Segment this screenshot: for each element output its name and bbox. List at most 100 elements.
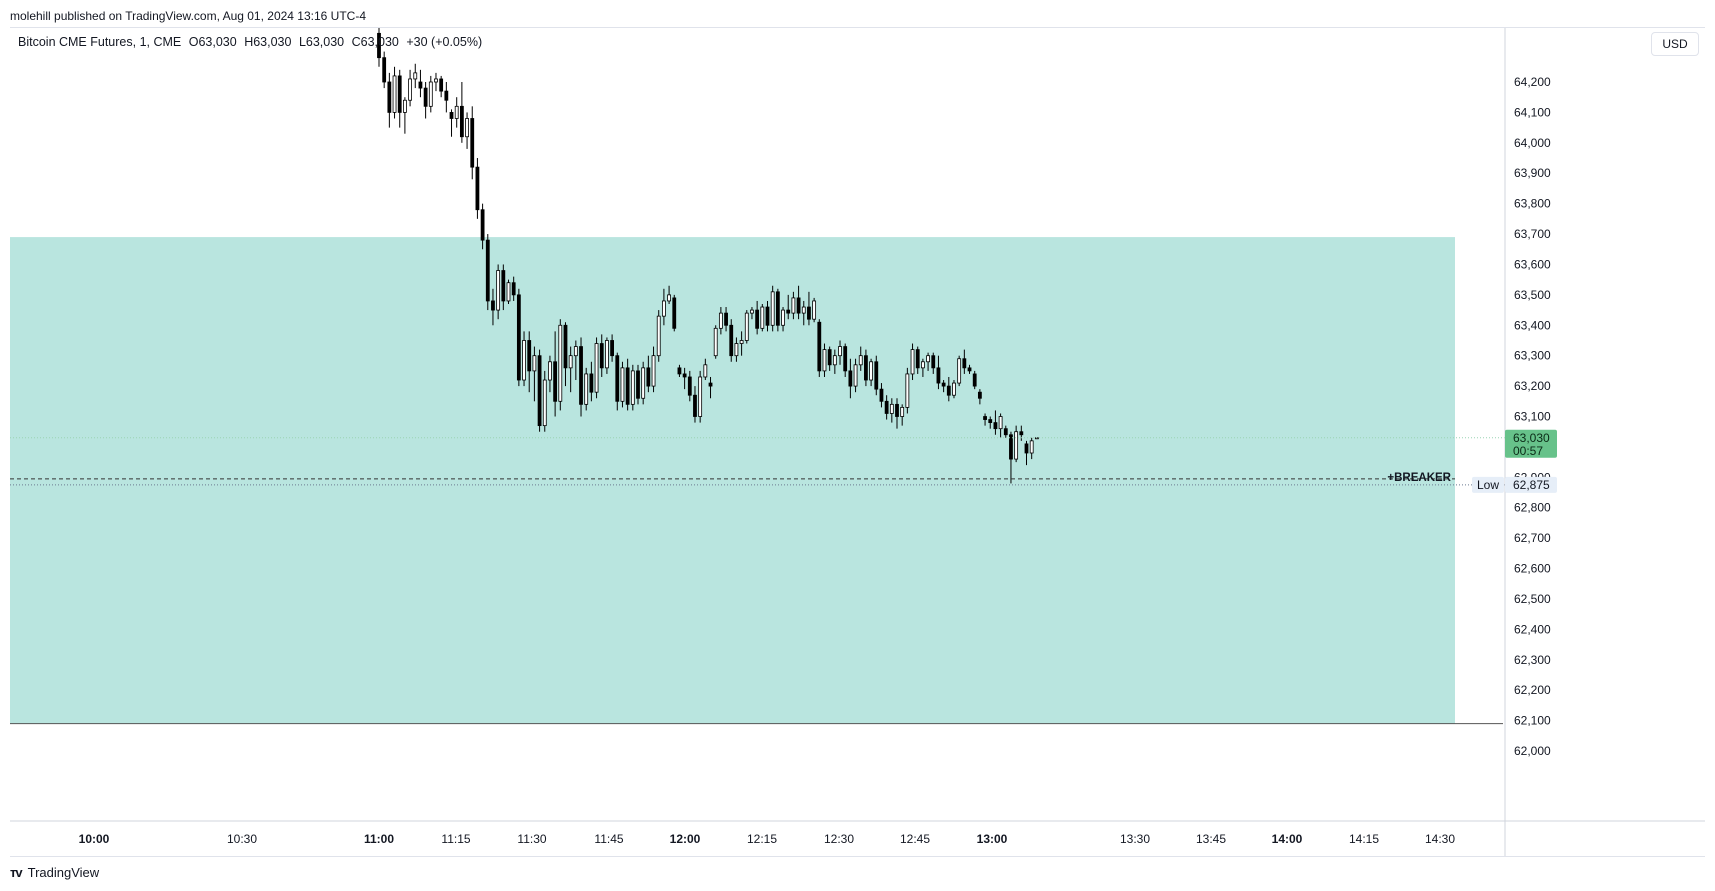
price-tick-label: 63,800: [1514, 197, 1551, 211]
price-tick-label: 63,700: [1514, 227, 1551, 241]
footer-brand[interactable]: TradingView: [27, 865, 100, 880]
candle-body: [988, 419, 993, 423]
candle-body: [977, 391, 982, 399]
price-tick-label: 62,400: [1514, 622, 1551, 636]
candle-body: [599, 343, 604, 369]
legend-open: O63,030: [188, 35, 237, 49]
candle-body: [573, 346, 578, 357]
candle-body: [1003, 428, 1008, 436]
candle-body: [724, 312, 728, 326]
candle-body: [832, 355, 837, 366]
price-tick-label: 63,200: [1514, 379, 1551, 393]
low-label: Low: [1477, 478, 1499, 492]
time-tick-label: 13:30: [1120, 832, 1150, 846]
candle-body: [905, 373, 910, 408]
candle-body: [387, 81, 392, 113]
time-tick-label: 12:15: [747, 832, 777, 846]
time-axis[interactable]: 10:00 10:30 11:00 11:15 11:30 11:45 12:00 12:15…: [79, 832, 1456, 846]
candle-body: [465, 118, 469, 138]
candle-body: [941, 382, 946, 387]
candle-body: [915, 349, 920, 369]
price-tick-label: 63,300: [1514, 349, 1551, 363]
price-tick-label: 63,500: [1514, 288, 1551, 302]
candle-body: [516, 294, 521, 381]
candle-body: [936, 367, 941, 384]
candle-body: [548, 361, 552, 381]
candle-body: [770, 291, 775, 326]
price-tick-label: 64,200: [1514, 75, 1551, 89]
price-tick-label: 63,600: [1514, 257, 1551, 271]
candle-body: [610, 340, 614, 357]
price-tick-label: 62,800: [1514, 501, 1551, 515]
candle-body: [527, 340, 532, 372]
candle-body: [485, 239, 490, 302]
candle-body: [1029, 440, 1034, 454]
price-chart[interactable]: +BREAKER 64,20064,10064,00063,90063,8006…: [10, 28, 1705, 856]
bar-countdown: 00:57: [1513, 444, 1543, 458]
candle-body: [392, 75, 397, 113]
candle-body: [542, 379, 547, 427]
candle-body: [962, 358, 967, 369]
time-tick-label: 11:15: [441, 832, 470, 846]
candle-body: [449, 112, 454, 119]
candle-body: [454, 105, 459, 119]
legend-close: C63,030: [351, 35, 399, 49]
price-tick-label: 62,000: [1514, 744, 1551, 758]
candle-body: [796, 297, 801, 314]
candle-body: [620, 367, 625, 402]
time-tick-label: 12:30: [824, 832, 854, 846]
candle-body: [946, 385, 951, 396]
candle-body: [563, 324, 568, 369]
candle-body: [708, 382, 713, 387]
price-badges: 63,030 00:57 Low 62,875: [1472, 429, 1557, 493]
candle-body: [889, 403, 894, 414]
candle-body: [693, 394, 697, 417]
candle-body: [418, 81, 423, 89]
candle-body: [869, 361, 873, 381]
candle-body: [827, 349, 832, 366]
candle-body: [755, 309, 760, 329]
candle-body: [750, 309, 754, 314]
candle-body: [579, 346, 583, 405]
candle-body: [838, 346, 842, 357]
candle-body: [397, 75, 402, 113]
candle-body: [641, 367, 646, 399]
candle-body: [667, 294, 671, 302]
candle-body: [553, 361, 558, 402]
breaker-label: +BREAKER: [1387, 472, 1451, 484]
candle-body: [672, 297, 677, 329]
chart-frame[interactable]: +BREAKER 64,200 64,100 64,000 63,900 63,800 6…: [10, 27, 1705, 857]
footer[interactable]: ᴛᴠ TradingView: [10, 865, 99, 880]
candle-body: [791, 297, 796, 314]
price-tick-label: 63,400: [1514, 318, 1551, 332]
symbol-legend[interactable]: Bitcoin CME Futures, 1, CME O63,030 H63,…: [18, 35, 486, 49]
legend-high: H63,030: [244, 35, 292, 49]
candle-body: [874, 361, 879, 390]
candle-body: [475, 166, 480, 211]
candle-body: [428, 81, 433, 107]
candle-body: [781, 309, 785, 326]
candle-body: [459, 105, 464, 138]
candle-body: [910, 349, 915, 375]
candle-body: [931, 355, 936, 369]
candle-body: [864, 355, 868, 381]
candle-body: [584, 373, 589, 405]
candle-body: [537, 355, 542, 427]
breaker-zone[interactable]: [10, 237, 1455, 724]
candles: [377, 28, 1039, 484]
legend-symbol[interactable]: Bitcoin CME Futures, 1, CME: [18, 35, 182, 49]
currency-button[interactable]: USD: [1651, 32, 1699, 56]
candle-body: [786, 309, 791, 314]
candle-body: [884, 400, 889, 414]
low-price-value: 62,875: [1513, 478, 1550, 492]
candle-body: [377, 32, 381, 59]
candle-body: [1014, 431, 1019, 460]
price-axis[interactable]: 64,200 64,100 64,000 63,900 63,800 63,700 63,6…: [1514, 75, 1551, 758]
time-tick-label: 11:00: [364, 832, 394, 846]
candle-body: [605, 340, 609, 369]
time-tick-label: 12:45: [900, 832, 930, 846]
candle-body: [760, 306, 765, 329]
candle-body: [921, 361, 925, 369]
candle-body: [470, 118, 475, 168]
candle-body: [879, 388, 884, 402]
